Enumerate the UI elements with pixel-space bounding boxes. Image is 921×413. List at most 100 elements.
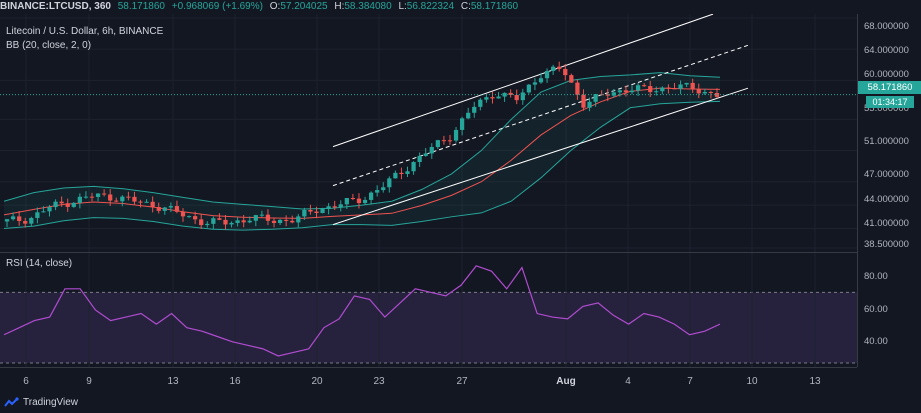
- candle-body: [575, 82, 580, 95]
- channel-mid-line: [332, 44, 749, 187]
- candle-body: [193, 216, 198, 220]
- candle-body: [4, 219, 10, 222]
- candle-body: [447, 140, 453, 142]
- candle-body: [241, 220, 246, 223]
- rsi-line: [3, 265, 721, 357]
- candle-body: [393, 172, 398, 179]
- date-label: 16: [229, 376, 241, 387]
- rsi-indicator-label[interactable]: RSI (14, close): [6, 258, 73, 269]
- tradingview-logo[interactable]: TradingView: [4, 397, 78, 408]
- price-tick: 60.000000: [864, 69, 909, 80]
- candle-body: [284, 219, 289, 221]
- candle-body: [375, 190, 380, 193]
- candle-body: [271, 220, 277, 223]
- candle-body: [223, 219, 228, 225]
- candle-body: [605, 94, 610, 96]
- candle-body: [53, 201, 58, 208]
- candle-body: [108, 194, 113, 201]
- candle-body: [350, 198, 356, 200]
- candle-body: [47, 207, 52, 212]
- candle-body: [144, 201, 149, 203]
- close-value: 58.171860: [470, 1, 519, 12]
- candle-body: [235, 220, 240, 223]
- date-label: 4: [625, 376, 631, 387]
- bar-countdown: 01:34:17: [866, 96, 914, 108]
- pane-separator[interactable]: [0, 252, 857, 253]
- candle-body: [611, 92, 616, 96]
- candle-body: [356, 198, 362, 204]
- rsi-tick: 60.00: [864, 304, 888, 315]
- candle-body: [211, 218, 216, 224]
- candle-body: [120, 196, 125, 202]
- candle-body: [514, 94, 519, 101]
- symbol-label[interactable]: BINANCE:LTCUSD, 360: [0, 1, 111, 12]
- date-label: 13: [809, 376, 821, 387]
- candle-body: [332, 206, 337, 208]
- price-chart[interactable]: [0, 14, 857, 252]
- candle-body: [520, 92, 525, 101]
- date-label: 6: [23, 376, 29, 387]
- rsi-band: [0, 292, 857, 363]
- candle-body: [126, 196, 131, 198]
- candle-body: [326, 206, 331, 210]
- last-price: 58.171860: [117, 1, 165, 12]
- date-label: 23: [373, 376, 385, 387]
- candle-body: [308, 209, 313, 212]
- candle-body: [581, 94, 586, 108]
- candle-body: [253, 215, 258, 221]
- price-axis[interactable]: 68.000000 64.000000 60.000000 55.000000 …: [857, 14, 921, 367]
- candle-body: [199, 219, 204, 226]
- rsi-chart[interactable]: [0, 253, 857, 367]
- open-value: 57.204025: [280, 1, 328, 12]
- price-tick: 55.000000: [864, 103, 909, 114]
- candle-body: [150, 201, 155, 208]
- candle-body: [162, 207, 167, 211]
- candle-body: [229, 222, 234, 225]
- candle-body: [569, 75, 574, 83]
- candle-body: [362, 199, 368, 204]
- candle-body: [186, 216, 192, 218]
- candle-body: [41, 211, 46, 213]
- bb-fill: [4, 72, 720, 231]
- candle-body: [405, 171, 410, 175]
- candle-body: [168, 206, 173, 208]
- candle-body: [101, 193, 107, 195]
- candle-body: [156, 207, 161, 211]
- candle-body: [10, 216, 16, 220]
- high-label: H:: [334, 1, 345, 12]
- candle-body: [660, 87, 665, 92]
- candle-body: [290, 220, 295, 223]
- rsi-tick: 80.00: [864, 271, 888, 282]
- chart-title[interactable]: Litecoin / U.S. Dollar, 6h, BINANCE: [6, 26, 164, 37]
- price-tick: 68.000000: [864, 21, 909, 32]
- bb-indicator-label[interactable]: BB (20, close, 2, 0): [6, 40, 92, 51]
- price-tick: 44.000000: [864, 194, 909, 205]
- candle-body: [459, 118, 465, 130]
- time-axis[interactable]: 6 9 13 16 20 23 27 Aug 4 7 10 13: [0, 367, 857, 394]
- candle-body: [648, 86, 653, 93]
- rsi-tick: 40.00: [864, 336, 888, 347]
- channel-upper-line: [332, 14, 714, 148]
- candle-body: [599, 94, 604, 96]
- candle-body: [411, 162, 416, 172]
- candle-body: [277, 219, 283, 223]
- candle-body: [587, 101, 592, 108]
- candle-body: [247, 220, 252, 223]
- candle-body: [95, 193, 101, 197]
- candle-body: [114, 200, 119, 202]
- candle-body: [532, 82, 538, 85]
- bb-upper-line: [3, 72, 721, 210]
- candle-body: [526, 84, 531, 93]
- candle-body: [259, 214, 265, 216]
- candle-body: [508, 92, 513, 95]
- candle-body: [417, 155, 422, 163]
- candle-body: [672, 88, 677, 90]
- candle-body: [338, 204, 343, 208]
- date-label: 27: [456, 376, 468, 387]
- date-label: Aug: [556, 376, 576, 387]
- high-value: 58.384080: [344, 1, 392, 12]
- tradingview-logo-icon: [4, 397, 19, 407]
- candle-body: [429, 147, 434, 154]
- candle-body: [29, 217, 34, 224]
- candle-body: [423, 153, 428, 156]
